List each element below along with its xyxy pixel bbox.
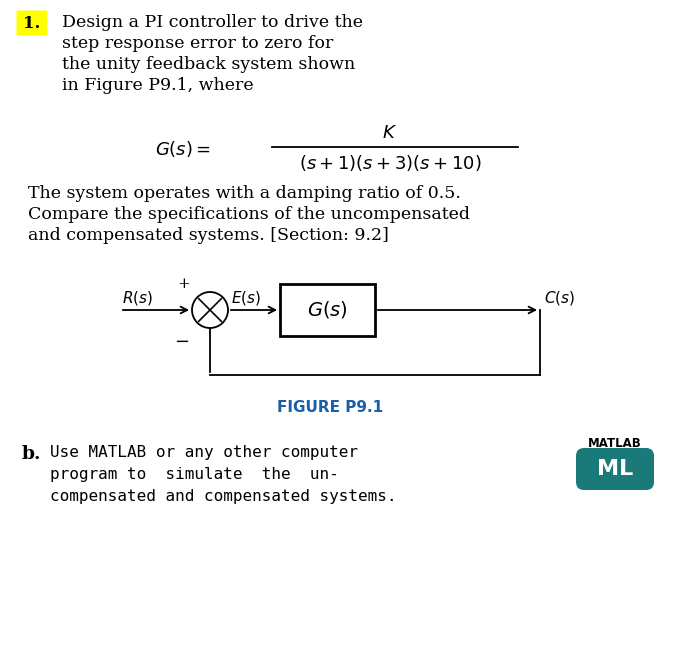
Text: and compensated systems. [Section: 9.2]: and compensated systems. [Section: 9.2] <box>28 227 389 244</box>
Text: Design a PI controller to drive the: Design a PI controller to drive the <box>62 14 363 31</box>
Text: +: + <box>177 277 190 291</box>
FancyBboxPatch shape <box>576 448 654 490</box>
Text: in Figure P9.1, where: in Figure P9.1, where <box>62 77 253 94</box>
Text: the unity feedback system shown: the unity feedback system shown <box>62 56 355 73</box>
Bar <box>280 284 375 336</box>
Text: $E(s)$: $E(s)$ <box>231 289 261 307</box>
Text: compensated and compensated systems.: compensated and compensated systems. <box>50 489 396 504</box>
Text: FIGURE P9.1: FIGURE P9.1 <box>277 400 383 415</box>
Text: step response error to zero for: step response error to zero for <box>62 35 333 52</box>
Text: $C(s)$: $C(s)$ <box>544 289 575 307</box>
Text: b.: b. <box>22 445 41 463</box>
Text: program to  simulate  the  un-: program to simulate the un- <box>50 467 339 482</box>
Text: 1.: 1. <box>23 14 41 31</box>
Text: $K$: $K$ <box>382 124 398 142</box>
Text: −: − <box>174 333 189 351</box>
Text: Use MATLAB or any other computer: Use MATLAB or any other computer <box>50 445 358 460</box>
FancyBboxPatch shape <box>17 10 48 36</box>
Text: The system operates with a damping ratio of 0.5.: The system operates with a damping ratio… <box>28 185 461 202</box>
Text: $R(s)$: $R(s)$ <box>122 289 153 307</box>
Text: Compare the specifications of the uncompensated: Compare the specifications of the uncomp… <box>28 206 470 223</box>
Text: MATLAB: MATLAB <box>588 437 642 450</box>
Text: $G(s) =$: $G(s) =$ <box>155 139 211 159</box>
Text: $(s+1)(s+3)(s+10)$: $(s+1)(s+3)(s+10)$ <box>299 153 482 173</box>
Circle shape <box>192 292 228 328</box>
Text: $G(s)$: $G(s)$ <box>307 299 348 320</box>
Text: ML: ML <box>597 459 633 479</box>
